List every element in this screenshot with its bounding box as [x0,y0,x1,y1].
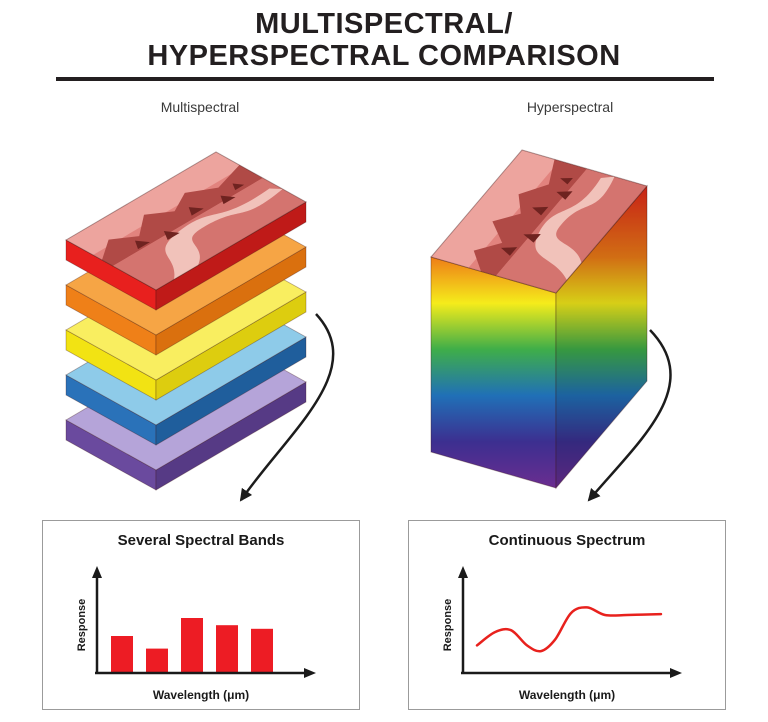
bands-plot [92,566,316,678]
title-line2: HYPERSPECTRAL COMPARISON [147,40,621,73]
multispectral-stack-graphic [64,151,308,491]
bar [146,648,168,672]
page-title: MULTISPECTRAL/ HYPERSPECTRAL COMPARISON [0,8,768,73]
spectrum-line [475,606,663,653]
bar [251,628,273,672]
label-hyperspectral: Hyperspectral [526,99,614,115]
bar [216,625,238,672]
spectrum-chart-box: Continuous Spectrum Response Wavelength … [408,520,726,710]
header: MULTISPECTRAL/ HYPERSPECTRAL COMPARISON [0,8,768,81]
bands-chart-box: Several Spectral Bands Response Waveleng… [42,520,360,710]
bands-chart-title: Several Spectral Bands [117,532,285,549]
slab-top-edge [64,151,308,291]
label-multispectral: Multispectral [160,99,240,115]
title-underline [56,77,714,81]
spectrum-chart-title: Continuous Spectrum [488,532,646,549]
bands-axes [92,566,316,678]
spectrum-axes [458,566,682,678]
hyperspectral-cube-graphic [430,149,648,490]
bar [181,618,203,672]
title-line1: MULTISPECTRAL/ [255,8,513,40]
bar [111,636,133,672]
spectrum-x-axis-label: Wavelength (μm) [518,688,616,702]
cube-top-edge [430,149,648,294]
stack-layers [64,151,308,491]
cube-front-face [430,256,557,489]
bars [111,618,273,672]
spectrum-plot [458,566,682,678]
bands-x-axis-label: Wavelength (μm) [152,688,250,702]
